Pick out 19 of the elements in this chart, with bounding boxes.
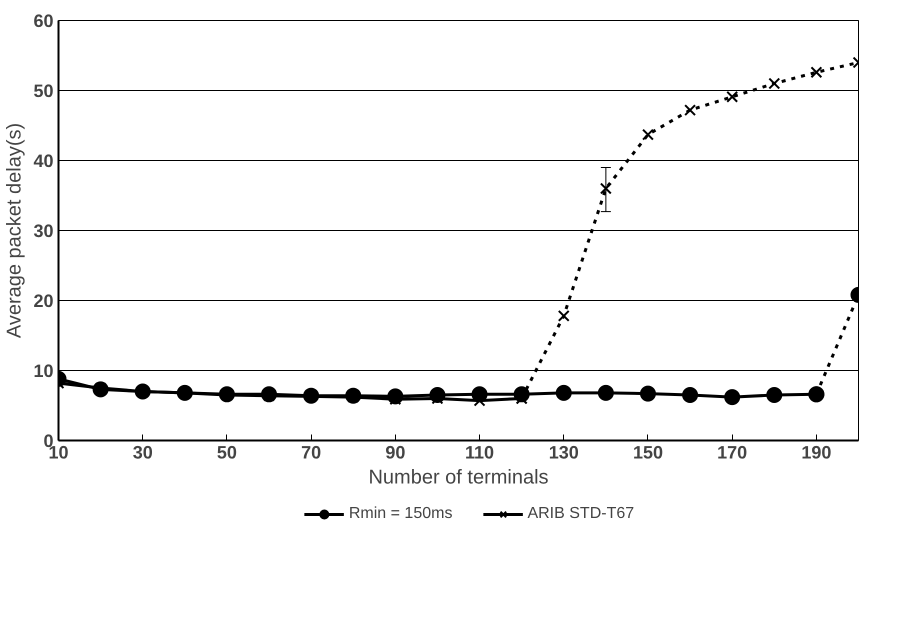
x-tick-label: 110 bbox=[465, 442, 494, 462]
y-tick-label: 30 bbox=[33, 221, 54, 241]
x-tick-label: 70 bbox=[301, 442, 322, 462]
y-tick-label: 60 bbox=[33, 11, 54, 31]
legend-label: Rmin = 150ms bbox=[348, 504, 452, 522]
x-tick-label: 30 bbox=[132, 442, 153, 462]
x-tick-label: 190 bbox=[801, 442, 832, 462]
y-tick-label: 40 bbox=[33, 151, 54, 171]
x-tick-label: 150 bbox=[632, 442, 664, 462]
y-tick-label: 10 bbox=[33, 361, 54, 381]
x-tick-label: 130 bbox=[548, 442, 579, 462]
x-axis-title: Number of terminals bbox=[368, 466, 549, 488]
x-tick-label: 170 bbox=[717, 442, 748, 462]
legend-label: ARIB STD-T67 bbox=[527, 504, 634, 522]
x-tick-label: 90 bbox=[385, 442, 406, 462]
y-axis-title: Average packet delay(s) bbox=[3, 122, 26, 338]
x-tick-label: 50 bbox=[216, 442, 237, 462]
y-tick-label: 20 bbox=[33, 291, 54, 311]
y-tick-label: 50 bbox=[33, 81, 54, 101]
